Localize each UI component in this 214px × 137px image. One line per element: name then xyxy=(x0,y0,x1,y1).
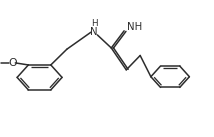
Text: H: H xyxy=(91,19,97,28)
Text: N: N xyxy=(90,27,98,37)
Text: NH: NH xyxy=(127,22,143,32)
Text: O: O xyxy=(8,58,17,68)
